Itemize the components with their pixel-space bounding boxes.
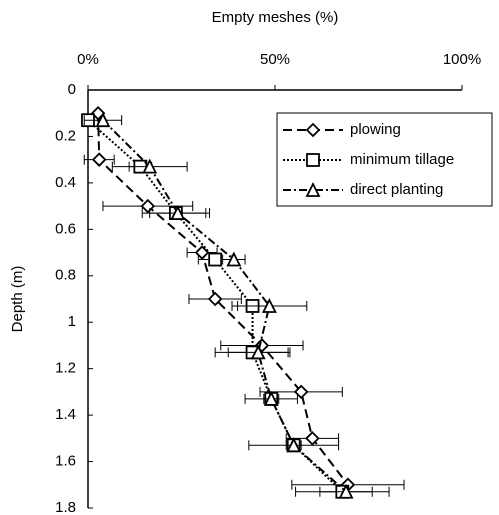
y-tick-label: 0 xyxy=(68,81,76,98)
legend-label: direct planting xyxy=(350,181,443,198)
marker xyxy=(140,198,156,214)
marker xyxy=(338,483,354,499)
legend-marker xyxy=(305,181,321,197)
y-tick-label: 1.8 xyxy=(55,499,76,515)
y-tick-label: 1 xyxy=(68,313,76,330)
x-tick-label: 50% xyxy=(260,51,290,68)
y-tick-label: 0.6 xyxy=(55,220,76,237)
marker xyxy=(91,152,107,167)
y-tick-label: 1.2 xyxy=(55,360,76,377)
legend-label: minimum tillage xyxy=(350,151,454,168)
y-tick-label: 0.4 xyxy=(55,174,76,191)
marker xyxy=(95,112,111,128)
y-tick-label: 0.8 xyxy=(55,267,76,284)
marker xyxy=(142,158,158,174)
marker xyxy=(207,291,223,307)
marker xyxy=(293,384,309,400)
marker xyxy=(208,252,223,267)
x-tick-label: 0% xyxy=(77,51,99,68)
marker xyxy=(170,205,186,220)
x-tick-label: 100% xyxy=(443,51,481,68)
y-tick-label: 1.4 xyxy=(55,406,76,423)
legend-label: plowing xyxy=(350,121,401,138)
marker xyxy=(250,344,266,360)
marker xyxy=(286,437,302,453)
legend-marker xyxy=(305,122,321,138)
y-tick-label: 0.2 xyxy=(55,127,76,144)
y-axis-title: Depth (m) xyxy=(9,266,26,333)
legend-marker xyxy=(306,153,320,167)
marker xyxy=(226,251,242,267)
marker xyxy=(263,390,279,406)
marker xyxy=(305,431,320,446)
marker xyxy=(194,245,210,260)
x-axis-title: Empty meshes (%) xyxy=(212,9,339,26)
marker xyxy=(261,297,277,313)
y-tick-label: 1.6 xyxy=(55,453,76,470)
